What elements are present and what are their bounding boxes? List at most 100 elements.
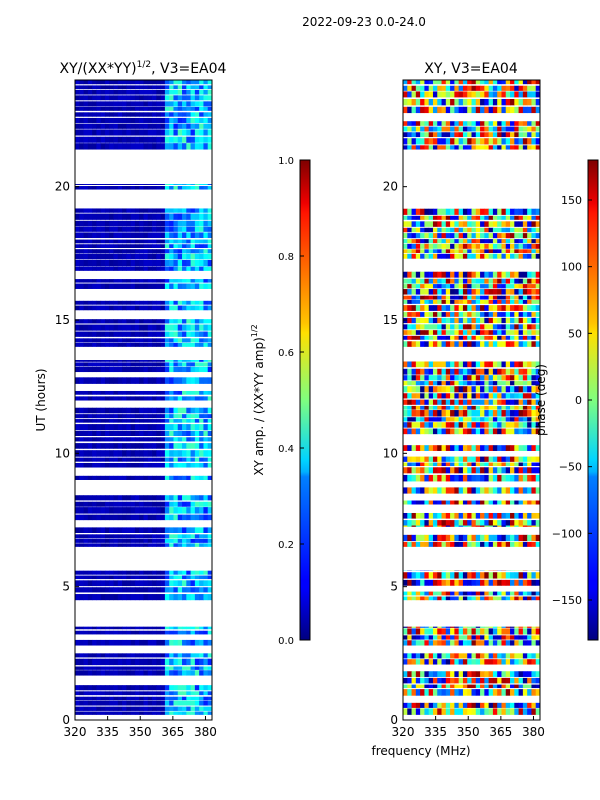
amplitude-heatmap-cell [207, 360, 212, 362]
amplitude-heatmap-cell [87, 360, 93, 362]
amplitude-heatmap-cell [207, 396, 212, 401]
amplitude-heatmap-cell [130, 80, 136, 85]
amplitude-heatmap-cell [130, 213, 136, 220]
phase-heatmap-cell [437, 375, 442, 381]
amplitude-heatmap-cell [199, 239, 204, 244]
amplitude-heatmap-cell [169, 543, 174, 547]
amplitude-heatmap-cell [143, 527, 149, 533]
phase-heatmap-cell [535, 324, 540, 330]
phase-heatmap-cell [475, 278, 481, 284]
amplitude-heatmap-cell [122, 143, 127, 150]
phase-heatmap-cell [475, 284, 481, 289]
amplitude-heatmap-cell [126, 575, 132, 580]
phase-heatmap-cell [445, 500, 451, 505]
amplitude-heatmap-cell [169, 89, 174, 95]
phase-heatmap-cell [475, 689, 481, 696]
phase-heatmap-cell [411, 596, 417, 601]
amplitude-heatmap-cell [190, 239, 196, 244]
amplitude-heatmap-cell [156, 700, 162, 706]
phase-heatmap-cell [415, 368, 421, 375]
amplitude-heatmap-cell [100, 213, 106, 220]
phase-heatmap-cell [432, 487, 438, 494]
phase-heatmap-cell [497, 659, 502, 665]
phase-heatmap-cell [420, 284, 425, 289]
amplitude-heatmap-cell [139, 514, 144, 521]
phase-heatmap-cell [437, 299, 442, 304]
phase-heatmap-cell [510, 215, 515, 220]
phase-heatmap-cell [488, 312, 494, 317]
amplitude-heatmap-cell [139, 226, 144, 232]
amplitude-heatmap-cell [79, 220, 84, 227]
amplitude-heatmap-cell [87, 495, 93, 501]
phase-heatmap-cell [432, 626, 438, 628]
amplitude-heatmap-cell [92, 462, 97, 468]
amplitude-heatmap-cell [113, 419, 119, 423]
amplitude-plot-frame [74, 79, 213, 721]
phase-heatmap-cell [467, 689, 472, 696]
amplitude-heatmap-cell [126, 706, 132, 711]
amplitude-heatmap-cell [203, 390, 209, 395]
amplitude-heatmap-cell [199, 430, 204, 437]
amplitude-heatmap-cell [182, 213, 187, 220]
phase-heatmap-cell [407, 640, 412, 646]
phase-heatmap-cell [420, 295, 425, 300]
phase-heatmap-cell [514, 278, 519, 284]
phase-heatmap-cell [518, 312, 524, 317]
amplitude-heatmap-cell [169, 259, 174, 267]
amplitude-heatmap-cell [75, 338, 80, 343]
phase-heatmap-cell [424, 422, 430, 428]
amplitude-heatmap-cell [122, 300, 127, 305]
phase-heatmap-cell [475, 520, 481, 526]
amplitude-heatmap-cell [122, 538, 127, 543]
amplitude-heatmap-cell [186, 266, 191, 271]
phase-heatmap-cell [441, 399, 447, 405]
phase-heatmap-cell [407, 106, 412, 114]
phase-heatmap-cell [432, 284, 438, 289]
amplitude-heatmap-cell [152, 366, 157, 373]
amplitude-heatmap-cell [126, 259, 132, 267]
phase-heatmap-cell [420, 579, 425, 586]
phase-heatmap-cell [467, 243, 472, 249]
amplitude-heatmap-cell [113, 253, 119, 260]
amplitude-heatmap-cell [186, 143, 191, 150]
phase-heatmap-cell [441, 635, 447, 640]
phase-heatmap-cell [403, 500, 408, 505]
amplitude-heatmap-cell [130, 580, 136, 587]
phase-heatmap-cell [462, 375, 468, 381]
amplitude-heatmap-cell [156, 80, 162, 85]
phase-heatmap-cell [407, 317, 412, 324]
phase-heatmap-cell [531, 227, 537, 233]
amplitude-heatmap-cell [139, 639, 144, 646]
phase-heatmap-cell [522, 456, 528, 462]
phase-heatmap-cell [445, 671, 451, 677]
amplitude-heatmap-cell [122, 575, 127, 580]
amplitude-heatmap-cell [152, 186, 157, 190]
amplitude-heatmap-cell [104, 184, 110, 185]
phase-heatmap-cell [428, 640, 434, 646]
amplitude-heatmap-cell [147, 419, 153, 423]
phase-heatmap-cell [505, 399, 511, 405]
amplitude-heatmap-cell [194, 691, 200, 696]
phase-heatmap-cell [492, 221, 498, 227]
amplitude-heatmap-cell [75, 80, 80, 85]
amplitude-heatmap-cell [182, 112, 187, 117]
amplitude-heatmap-cell [96, 450, 102, 457]
phase-heatmap-cell [522, 80, 528, 85]
amplitude-heatmap-cell [203, 407, 209, 414]
phase-heatmap-cell [505, 361, 511, 368]
phase-heatmap-cell [480, 640, 485, 646]
phase-heatmap-cell [415, 684, 421, 689]
phase-heatmap-cell [535, 671, 540, 677]
amplitude-heatmap-cell [164, 239, 170, 244]
amplitude-heatmap-cell [109, 507, 114, 514]
amplitude-heatmap-cell [182, 630, 187, 635]
phase-heatmap-cell [497, 417, 502, 422]
phase-heatmap-cell [450, 579, 455, 586]
amplitude-heatmap-cell [194, 95, 200, 101]
phase-heatmap-cell [411, 221, 417, 227]
amplitude-heatmap-cell [109, 653, 114, 658]
amplitude-heatmap-cell [104, 89, 110, 95]
phase-heatmap-cell [484, 635, 490, 640]
amplitude-heatmap-cell [194, 594, 200, 601]
amplitude-heatmap-cell [194, 331, 200, 337]
